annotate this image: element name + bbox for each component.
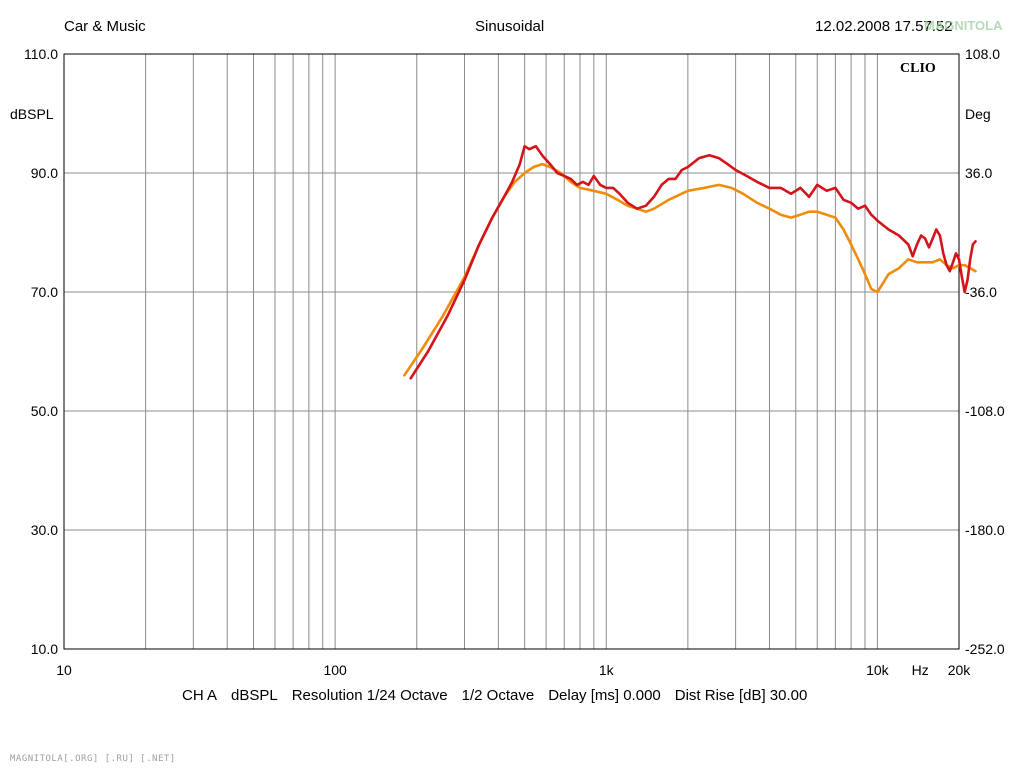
x-tick-label: 10k (866, 662, 890, 678)
plot-frame (63, 53, 960, 650)
footer-item: Delay [ms] 0.000 (548, 687, 661, 704)
y-tick-label: 30.0 (31, 522, 58, 538)
y-tick-label: 90.0 (31, 165, 58, 181)
footer-item: 1/2 Octave (461, 687, 535, 704)
header-left-title: Car & Music (64, 18, 146, 35)
y-tick-label: 70.0 (31, 284, 58, 300)
right-y-axis: -252.0 -180.0 -108.0 -36.0 36.0 108.0 (965, 46, 1005, 657)
y2-tick-label: 36.0 (965, 165, 992, 181)
y2-tick-label: -36.0 (965, 284, 997, 300)
x-unit-label: Hz (912, 662, 929, 678)
brand-label: CLIO (900, 61, 936, 76)
y2-tick-label: -252.0 (965, 641, 1005, 657)
y-axis-label: dBSPL (10, 106, 54, 122)
header-center-title: Sinusoidal (475, 18, 545, 35)
series-layer (403, 144, 977, 380)
x-axis: 10 100 1k 10k 20k Hz (56, 662, 971, 678)
y2-axis-label: Deg (965, 106, 991, 122)
footer-item: Dist Rise [dB] 30.00 (674, 687, 808, 704)
y2-tick-label: 108.0 (965, 46, 1000, 62)
chart-grid (63, 53, 960, 650)
footer-item: dBSPL (231, 687, 278, 704)
footer-item: CH A (182, 687, 218, 704)
series-line-1 (409, 144, 977, 380)
footer-item: Resolution 1/24 Octave (291, 687, 448, 704)
x-tick-label: 100 (323, 662, 347, 678)
x-tick-label: 1k (599, 662, 615, 678)
header-timestamp: 12.02.2008 17.57.52 (815, 18, 953, 35)
y-tick-label: 50.0 (31, 403, 58, 419)
y-tick-label: 110.0 (24, 46, 58, 62)
left-y-axis: 10.0 30.0 50.0 70.0 90.0 110.0 (24, 46, 58, 657)
footer-settings: CH A dBSPL Resolution 1/24 Octave 1/2 Octav… (182, 687, 821, 704)
x-tick-label: 20k (948, 662, 972, 678)
site-watermark: MAGNITOLA[.ORG] [.RU] [.NET] (10, 754, 176, 764)
y2-tick-label: -108.0 (965, 403, 1005, 419)
y2-tick-label: -180.0 (965, 522, 1005, 538)
y-tick-label: 10.0 (31, 641, 58, 657)
x-tick-label: 10 (56, 662, 72, 678)
series-line-2 (403, 162, 977, 377)
logo-watermark-icon: MAGNITOLA (924, 18, 1003, 33)
